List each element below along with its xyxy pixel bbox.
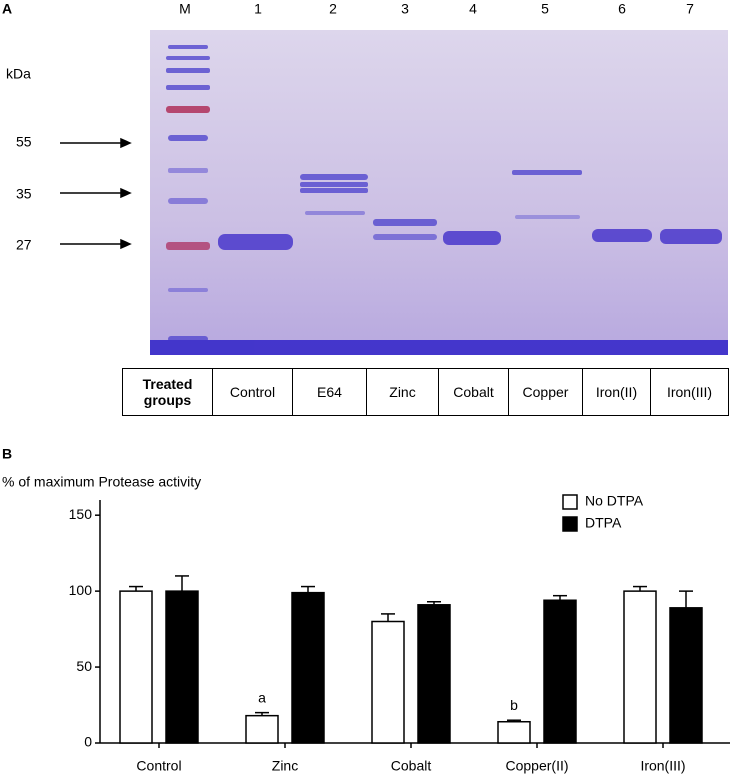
- marker-size: 35: [16, 186, 32, 202]
- lane-label: 3: [401, 1, 409, 17]
- bar: [497, 720, 531, 744]
- marker-size: 27: [16, 237, 32, 253]
- bar: [623, 590, 657, 744]
- bar: [543, 599, 577, 744]
- lane-label: 1: [254, 1, 262, 17]
- table-cell: Treated groups: [122, 368, 213, 416]
- y-tick-label: 150: [69, 506, 93, 522]
- y-axis-label: % of maximum Protease activity: [2, 474, 201, 490]
- x-tick-label: Copper(II): [505, 758, 568, 774]
- legend-swatch: [562, 516, 578, 532]
- bar: [119, 590, 153, 744]
- lane-label: 6: [618, 1, 626, 17]
- bar: [291, 591, 325, 744]
- x-tick-label: Control: [136, 758, 181, 774]
- legend-swatch: [562, 494, 578, 510]
- annotation: a: [258, 689, 266, 705]
- table-cell: Control: [212, 368, 293, 416]
- annotation: b: [510, 697, 518, 713]
- marker-size: 55: [16, 134, 32, 150]
- x-tick-label: Iron(III): [640, 758, 685, 774]
- legend-label: No DTPA: [585, 493, 644, 509]
- y-tick-label: 50: [76, 658, 92, 674]
- bar: [371, 620, 405, 744]
- table-cell: Iron(II): [582, 368, 651, 416]
- panel-label: B: [2, 446, 12, 462]
- lane-label: 5: [541, 1, 549, 17]
- table-cell: Iron(III): [650, 368, 729, 416]
- table-cell: Copper: [508, 368, 583, 416]
- table-cell: E64: [292, 368, 367, 416]
- legend-label: DTPA: [585, 515, 622, 531]
- x-tick-label: Cobalt: [391, 758, 432, 774]
- table-cell: Cobalt: [438, 368, 509, 416]
- panel-label: A: [2, 1, 12, 17]
- table-cell: Zinc: [366, 368, 439, 416]
- y-tick-label: 100: [69, 582, 93, 598]
- bar: [417, 604, 451, 744]
- lane-label: 4: [469, 1, 477, 17]
- bar: [245, 714, 279, 744]
- lane-label: 2: [329, 1, 337, 17]
- lane-label: 7: [686, 1, 694, 17]
- y-tick-label: 0: [84, 734, 92, 750]
- lane-label: M: [179, 1, 191, 17]
- treatment-table: Treated groups Control E64 Zinc Cobalt Copper…: [122, 368, 729, 416]
- x-tick-label: Zinc: [272, 758, 298, 774]
- bar: [165, 590, 199, 744]
- size-unit: kDa: [6, 66, 31, 82]
- bar: [669, 607, 703, 744]
- gel: [150, 30, 728, 355]
